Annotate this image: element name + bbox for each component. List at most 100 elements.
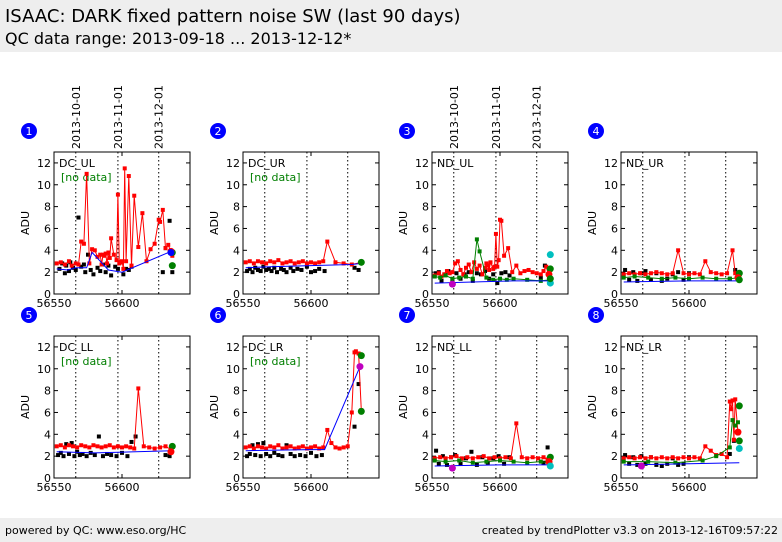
x-tick-label: 56600: [105, 481, 140, 494]
data-point-red: [438, 455, 443, 460]
data-point-red: [719, 451, 724, 456]
data-point-red: [251, 446, 256, 451]
page-header: ISAAC: DARK fixed pattern noise SW (last…: [0, 0, 782, 52]
panel-label: DC_LR: [248, 341, 284, 354]
panel-number: 5: [26, 309, 33, 322]
series-line-blue: [56, 250, 173, 273]
data-point-black: [356, 382, 361, 387]
data-point-red: [337, 446, 342, 451]
data-point-red: [280, 446, 285, 451]
data-point-red: [107, 255, 112, 260]
data-point-black: [245, 454, 250, 459]
data-point-red: [648, 271, 653, 276]
data-point-red: [534, 271, 539, 276]
data-point-red: [300, 259, 305, 264]
data-point-red: [103, 444, 108, 449]
data-point-black: [163, 453, 168, 458]
panel-label: DC_LL: [59, 341, 94, 354]
data-point-green: [491, 277, 496, 282]
data-point-red: [243, 260, 248, 265]
data-point-red: [115, 192, 120, 197]
data-point-green: [727, 276, 732, 281]
panel-note: [no data]: [250, 171, 301, 184]
panel-label: ND_LL: [437, 341, 472, 354]
data-point-red: [120, 445, 124, 450]
data-point-black: [507, 273, 512, 278]
data-point-red: [443, 456, 448, 461]
data-point-red: [518, 271, 523, 276]
x-tick-label: 56600: [105, 297, 140, 310]
data-point-green: [438, 275, 443, 280]
data-point-red: [129, 263, 134, 268]
date-marker-label: 2013-10-01: [70, 85, 83, 149]
data-point-black: [356, 267, 361, 272]
data-point-green: [730, 418, 735, 423]
data-point-red: [733, 271, 738, 276]
data-point-red: [485, 263, 490, 268]
data-point-red: [54, 444, 59, 449]
data-point-green: [727, 445, 732, 450]
y-tick-label: 12: [415, 157, 429, 170]
y-tick-label: 8: [233, 201, 240, 214]
data-point-black: [304, 264, 309, 269]
data-point-red: [75, 445, 80, 450]
y-tick-label: 2: [44, 450, 51, 463]
data-point-red: [255, 259, 260, 264]
data-point-green: [484, 275, 489, 280]
panel-number: 6: [215, 309, 222, 322]
y-tick-label: 8: [44, 385, 51, 398]
data-point-black: [676, 270, 681, 275]
x-tick-label: 56600: [483, 297, 518, 310]
data-point-red: [727, 399, 732, 404]
data-point-red: [450, 270, 455, 275]
data-point-red: [260, 445, 265, 450]
data-point-red: [488, 260, 493, 265]
data-point-green: [432, 458, 437, 463]
x-tick-label: 56550: [37, 297, 72, 310]
data-point-red: [98, 252, 103, 257]
data-point-black: [272, 450, 277, 455]
data-point-red: [676, 456, 681, 461]
data-point-black: [434, 448, 439, 453]
data-point-black: [538, 275, 543, 280]
data-point-red: [99, 262, 104, 267]
data-point-red: [648, 455, 653, 460]
data-point-red: [292, 261, 297, 266]
data-point-black: [83, 270, 88, 275]
data-point-black: [261, 441, 266, 446]
x-tick-label: 56600: [294, 481, 329, 494]
data-point-black: [454, 271, 459, 276]
panel-number: 1: [26, 125, 33, 138]
data-point-red: [627, 455, 632, 460]
data-point-black: [319, 453, 324, 458]
data-point-red: [461, 272, 466, 277]
series-line-blue: [623, 280, 740, 283]
data-point-red: [304, 446, 309, 451]
data-point-black: [62, 271, 67, 276]
date-marker-label: 2013-11-01: [112, 85, 125, 149]
data-point-black: [654, 462, 659, 467]
data-point-red: [454, 454, 459, 459]
data-point-green: [457, 275, 462, 280]
data-point-green: [450, 276, 455, 281]
data-point-black: [291, 269, 296, 274]
data-point-red: [260, 260, 265, 265]
data-point-red: [436, 271, 441, 276]
y-tick-label: 12: [415, 341, 429, 354]
data-point-red: [317, 446, 322, 451]
series-line-blue: [56, 450, 173, 454]
y-tick-label: 6: [233, 222, 240, 235]
data-point-red: [158, 219, 163, 224]
data-point-black: [120, 450, 124, 455]
y-tick-label: 10: [37, 179, 51, 192]
data-point-red: [255, 444, 260, 449]
y-tick-label: 2: [422, 450, 429, 463]
data-point-green: [525, 277, 530, 282]
data-point-black: [129, 439, 134, 444]
data-point-red: [733, 397, 738, 402]
data-point-red: [345, 444, 350, 449]
page-title: ISAAC: DARK fixed pattern noise SW (last…: [5, 6, 461, 27]
data-point-black: [250, 270, 255, 275]
data-point-black: [61, 454, 66, 459]
data-point-red: [280, 261, 285, 266]
